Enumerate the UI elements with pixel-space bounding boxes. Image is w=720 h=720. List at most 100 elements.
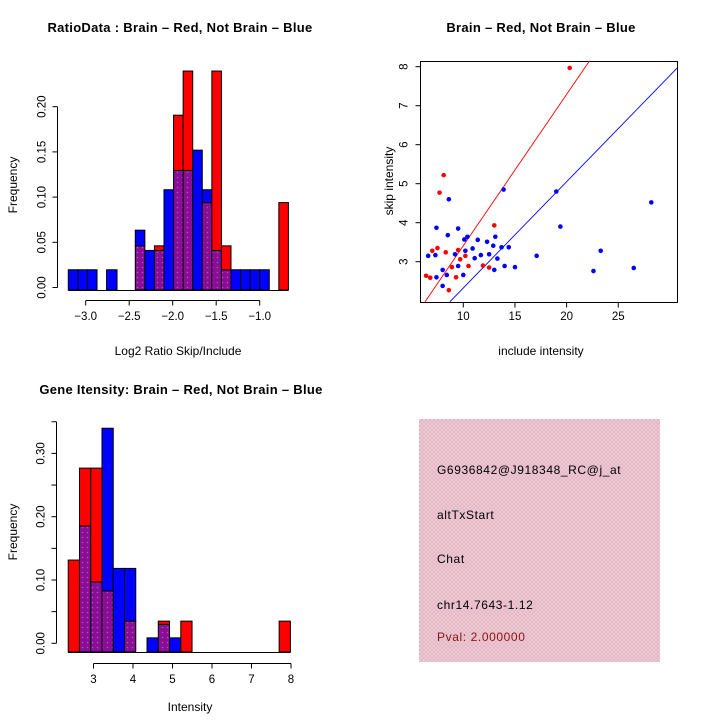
probe-id-text: G6936842@J918348_RC@j_at xyxy=(437,463,622,477)
x-tick-label: 7 xyxy=(248,674,254,686)
histogram-bar-overlap xyxy=(211,249,222,291)
scatter-point-blue xyxy=(461,272,466,278)
scatter-point-blue xyxy=(470,246,475,251)
histogram-bar-overlap xyxy=(124,620,137,653)
histogram-bar-blue xyxy=(249,269,261,291)
scatter-point-blue xyxy=(512,264,518,270)
scatter-point-blue xyxy=(455,263,461,269)
histogram-bar-overlap xyxy=(78,525,92,653)
histogram-bar-overlap xyxy=(101,590,114,653)
y-tick-label: 0.30 xyxy=(36,442,48,464)
scatter-point-blue xyxy=(446,197,452,202)
scatter-point-blue xyxy=(425,253,431,259)
scatter-point-blue xyxy=(440,267,445,273)
histogram-bar-blue xyxy=(259,269,270,291)
histogram-bar-blue xyxy=(163,189,175,291)
scatter-point-blue xyxy=(465,234,470,240)
y-tick-label: 0.20 xyxy=(37,96,49,118)
ratio-hist-title: RatioData : Brain – Red, Not Brain – Blu… xyxy=(47,20,313,35)
histogram-bar-red xyxy=(180,620,193,653)
scatter-point-red xyxy=(480,263,486,268)
ratio-histogram-panel: 0.00 0.05 0.10 0.15 0.20 −3.0 −2.5 −2.0 −1.5 −1.0 xyxy=(37,70,289,323)
ratio-hist-xlabel: Log2 Ratio Skip/Include xyxy=(114,344,242,358)
scatter-point-blue xyxy=(478,252,484,258)
histogram-bar-red xyxy=(182,70,194,171)
scatter-point-blue xyxy=(534,253,539,259)
scatter-title: Brain – Red, Not Brain – Blue xyxy=(446,20,636,35)
histogram-bar-red xyxy=(90,467,103,583)
info-panel: G6936842@J918348_RC@j_at altTxStart Chat… xyxy=(419,419,660,662)
scatter-point-red xyxy=(457,257,463,262)
y-tick-label: 0.05 xyxy=(37,231,49,253)
x-tick-label: 4 xyxy=(130,674,137,686)
scatter-point-blue xyxy=(484,239,490,245)
event-type-text: altTxStart xyxy=(437,508,495,522)
scatter-point-red xyxy=(453,275,459,280)
y-tick-label: 0.20 xyxy=(36,506,48,528)
histogram-bar-blue xyxy=(144,249,155,291)
histogram-bar-overlap xyxy=(90,581,103,653)
intensity-scatter-panel: 10 15 20 25 3 4 5 6 7 8 xyxy=(399,60,678,323)
regression-line-red xyxy=(424,60,590,303)
histogram-bar-red xyxy=(157,620,171,625)
histogram-bar-blue xyxy=(230,269,242,291)
scatter-point-blue xyxy=(433,252,438,258)
scatter-point-blue xyxy=(452,251,458,257)
histogram-bar-red xyxy=(220,245,232,271)
gene-hist-ylabel: Frequency xyxy=(6,503,20,561)
scatter-point-blue xyxy=(558,224,563,229)
histogram-bar-blue xyxy=(134,229,146,247)
scatter-point-blue xyxy=(490,243,496,249)
y-tick-label: 0.10 xyxy=(36,569,48,591)
histogram-bar-red xyxy=(278,202,289,291)
histogram-bar-blue xyxy=(67,269,79,291)
ratio-hist-ylabel: Frequency xyxy=(6,156,20,214)
histogram-bar-overlap xyxy=(134,245,146,291)
histogram-bar-blue xyxy=(112,567,126,653)
scatter-point-red xyxy=(423,273,429,279)
histogram-bar-blue xyxy=(106,269,118,291)
x-tick-label: 10 xyxy=(457,311,470,323)
x-tick-label: 8 xyxy=(288,674,294,686)
scatter-point-red xyxy=(567,65,572,71)
scatter-point-red xyxy=(437,190,442,195)
y-tick-label: 0.00 xyxy=(36,632,48,654)
x-tick-label: −2.0 xyxy=(161,311,184,323)
scatter-point-blue xyxy=(486,251,492,257)
scatter-point-blue xyxy=(434,275,439,280)
y-tick-label: 6 xyxy=(399,141,411,147)
scatter-point-blue xyxy=(455,226,461,231)
scatter-point-red xyxy=(435,245,440,251)
scatter-point-blue xyxy=(553,189,559,194)
y-tick-label: 0.00 xyxy=(37,276,49,298)
histogram-bar-overlap xyxy=(157,623,171,653)
scatter-point-blue xyxy=(501,187,506,192)
y-tick-label: 4 xyxy=(399,219,411,226)
histogram-bar-red xyxy=(173,114,184,171)
histogram-bar-blue xyxy=(240,269,251,291)
histogram-bar-overlap xyxy=(182,169,194,291)
histogram-bar-blue xyxy=(86,269,98,291)
scatter-point-blue xyxy=(502,263,507,269)
scatter-point-blue xyxy=(444,272,450,278)
scatter-point-red xyxy=(466,263,471,269)
y-tick-label: 3 xyxy=(399,258,411,264)
scatter-point-blue xyxy=(434,225,439,231)
scatter-point-red xyxy=(446,287,452,293)
x-tick-label: 20 xyxy=(560,311,573,323)
histogram-bar-overlap xyxy=(153,249,165,291)
histogram-bar-red xyxy=(278,620,291,653)
scatter-point-blue xyxy=(462,237,467,242)
gene-histogram-panel: 0.00 0.10 0.20 0.30 3 4 5 6 7 8 xyxy=(36,421,294,686)
scatter-point-blue xyxy=(598,248,603,254)
y-tick-label: 5 xyxy=(399,180,411,186)
histogram-bar-red xyxy=(153,245,165,251)
scatter-point-blue xyxy=(445,232,451,238)
scatter-point-blue xyxy=(491,267,497,273)
x-tick-label: −2.5 xyxy=(118,311,141,323)
scatter-point-blue xyxy=(649,200,654,205)
scatter-ylabel: skip intensity xyxy=(382,146,396,216)
gene-name-text: Chat xyxy=(437,552,465,566)
